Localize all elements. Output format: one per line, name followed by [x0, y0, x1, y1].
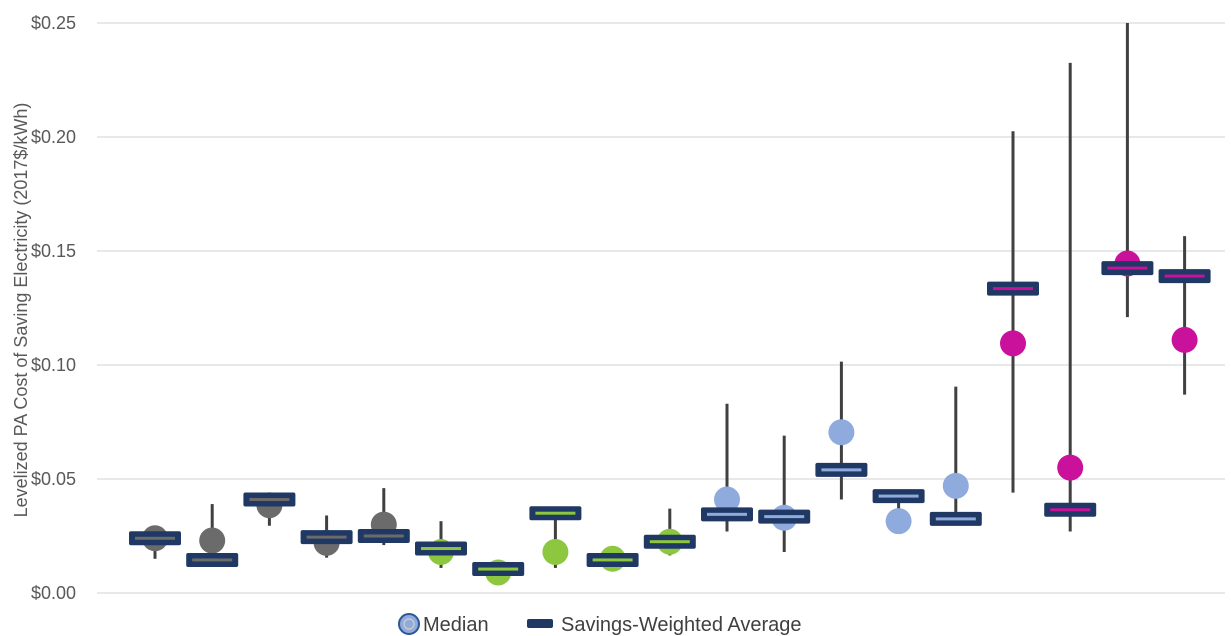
average-marker-inner — [1164, 274, 1205, 278]
y-tick-label: $0.00 — [31, 583, 76, 603]
average-marker-inner — [592, 558, 633, 562]
average-marker-inner — [535, 511, 576, 515]
median-point — [885, 508, 912, 535]
median-point — [1171, 326, 1198, 353]
y-axis-title: Levelized PA Cost of Saving Electricity … — [11, 103, 31, 518]
average-marker-inner — [421, 547, 461, 551]
average-marker-inner — [478, 567, 519, 571]
y-tick-label: $0.15 — [31, 241, 76, 261]
median-point — [714, 486, 740, 513]
y-tick-label: $0.10 — [31, 355, 76, 375]
average-marker-inner — [821, 468, 862, 472]
median-point — [542, 538, 569, 565]
legend-median-label: Median — [423, 614, 489, 636]
legend-item-median: Median — [398, 613, 489, 636]
y-tick-label: $0.20 — [31, 127, 76, 147]
median-point — [1000, 330, 1026, 357]
average-marker-inner — [707, 512, 747, 516]
average-marker-inner — [1107, 266, 1148, 270]
average-marker-inner — [363, 534, 404, 538]
legend-average-label: Savings-Weighted Average — [561, 614, 802, 636]
average-marker-inner — [1050, 508, 1091, 512]
y-tick-labels: $0.00 $0.05 $0.10 $0.15 $0.20 $0.25 — [31, 13, 76, 603]
range-whiskers — [153, 23, 1187, 578]
median-point — [199, 527, 226, 554]
average-marker-inner — [649, 540, 690, 544]
y-tick-label: $0.25 — [31, 13, 76, 33]
average-marker-inner — [135, 536, 175, 540]
average-marker-inner — [249, 498, 290, 502]
median-point — [942, 472, 969, 499]
average-marker-inner — [935, 517, 976, 521]
average-marker-inner — [192, 558, 233, 562]
legend: Median Savings-Weighted Average — [398, 613, 802, 636]
median-point — [1057, 454, 1084, 481]
average-marker-inner — [878, 494, 919, 498]
average-marker-inner — [764, 515, 805, 519]
median-point — [828, 419, 855, 446]
average-marker-inner — [993, 287, 1033, 291]
legend-median-icon-center — [403, 618, 415, 630]
average-markers — [129, 261, 1211, 577]
legend-item-average: Savings-Weighted Average — [527, 614, 802, 636]
average-marker-inner — [306, 535, 347, 539]
gridlines — [97, 22, 1225, 594]
legend-average-icon — [527, 619, 553, 628]
y-tick-label: $0.05 — [31, 469, 76, 489]
